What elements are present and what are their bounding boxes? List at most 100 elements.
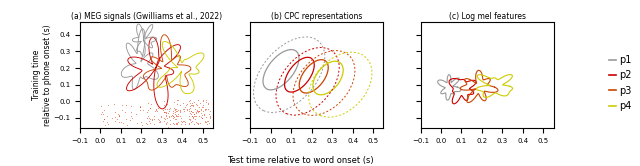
Point: [171, 114, 181, 117]
Point: [187, 115, 197, 117]
Point: [186, 104, 196, 107]
Point: [162, 120, 172, 123]
Point: [197, 116, 207, 119]
Point: [161, 113, 172, 116]
Point: [168, 122, 179, 125]
Point: [201, 99, 211, 102]
Point: [153, 117, 163, 120]
Point: [160, 118, 170, 120]
Title: (b) CPC representations: (b) CPC representations: [271, 12, 362, 21]
Point: [188, 111, 198, 114]
Point: [192, 109, 202, 111]
Point: [194, 110, 204, 112]
Point: [173, 109, 184, 111]
Point: [159, 111, 169, 114]
Point: [99, 118, 109, 120]
Point: [172, 121, 182, 124]
Point: [173, 114, 184, 117]
Point: [146, 103, 156, 106]
Point: [185, 118, 195, 120]
Point: [179, 108, 189, 111]
Point: [167, 114, 177, 116]
Point: [184, 115, 194, 118]
Point: [189, 113, 199, 116]
Point: [179, 106, 189, 109]
Point: [186, 109, 196, 112]
Point: [162, 102, 172, 105]
Point: [177, 108, 188, 110]
Point: [161, 114, 171, 117]
Point: [198, 110, 208, 113]
Point: [176, 123, 186, 125]
Point: [170, 108, 180, 111]
Point: [202, 121, 212, 123]
Point: [184, 104, 195, 107]
Point: [176, 120, 186, 123]
Point: [164, 107, 175, 110]
Point: [159, 111, 170, 113]
Point: [203, 107, 213, 110]
Point: [200, 108, 210, 111]
Point: [201, 101, 211, 103]
Point: [144, 120, 154, 122]
Point: [195, 108, 205, 111]
Point: [171, 121, 181, 124]
Point: [134, 105, 145, 108]
Point: [203, 102, 213, 105]
Point: [159, 104, 169, 106]
Point: [182, 108, 192, 110]
Point: [191, 115, 201, 117]
Point: [193, 111, 203, 114]
Point: [140, 122, 150, 124]
Point: [170, 108, 180, 110]
Point: [173, 121, 183, 123]
Point: [135, 108, 145, 111]
Point: [200, 108, 210, 110]
Point: [195, 102, 205, 104]
Point: [179, 110, 189, 112]
Point: [155, 120, 165, 122]
Point: [173, 99, 183, 102]
Point: [166, 115, 176, 117]
Point: [171, 110, 181, 113]
Point: [179, 120, 189, 123]
Point: [154, 106, 164, 108]
Point: [175, 109, 185, 112]
Point: [115, 120, 125, 123]
Point: [136, 120, 147, 123]
Point: [182, 102, 192, 105]
Point: [175, 115, 185, 117]
Point: [103, 104, 113, 107]
Point: [114, 115, 124, 117]
Point: [110, 111, 120, 113]
Point: [112, 118, 122, 121]
Point: [175, 109, 185, 111]
Point: [203, 119, 213, 122]
Point: [96, 104, 106, 107]
Point: [180, 121, 190, 124]
Point: [169, 100, 179, 103]
Point: [197, 114, 207, 116]
Point: [99, 109, 109, 111]
Point: [184, 99, 195, 102]
Point: [149, 115, 159, 117]
Point: [102, 115, 112, 118]
Point: [187, 115, 197, 118]
Point: [168, 107, 179, 110]
Point: [138, 109, 148, 112]
Point: [154, 121, 164, 124]
Point: [132, 122, 142, 124]
Text: Test time relative to word onset (s): Test time relative to word onset (s): [227, 156, 374, 165]
Point: [195, 122, 205, 124]
Point: [168, 111, 178, 114]
Point: [188, 119, 198, 122]
Point: [126, 105, 136, 108]
Point: [193, 109, 203, 112]
Point: [164, 122, 175, 125]
Point: [205, 115, 215, 118]
Point: [163, 126, 173, 129]
Point: [190, 107, 200, 110]
Point: [186, 110, 196, 112]
Point: [125, 111, 136, 114]
Point: [143, 115, 153, 117]
